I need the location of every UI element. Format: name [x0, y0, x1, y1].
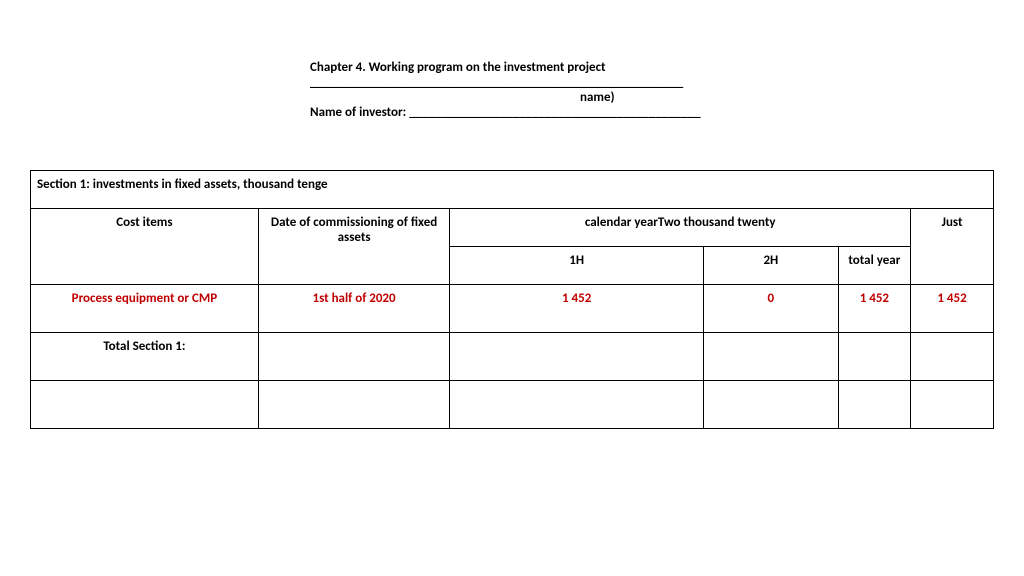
investor-line: Name of investor: ______________________…	[310, 105, 994, 120]
cell-just: 1 452	[911, 285, 994, 333]
col-cost-items: Cost items	[31, 209, 259, 285]
cell-date	[258, 381, 450, 429]
cell-item: Total Section 1:	[31, 333, 259, 381]
cell-1h	[450, 333, 704, 381]
cell-date: 1st half of 2020	[258, 285, 450, 333]
cell-item	[31, 381, 259, 429]
document-header: Chapter 4. Working program on the invest…	[30, 60, 994, 120]
chapter-title: Chapter 4. Working program on the invest…	[310, 60, 994, 75]
underline-1: ________________________________________…	[310, 75, 994, 90]
cell-just	[911, 333, 994, 381]
section-title: Section 1: investments in fixed assets, …	[31, 171, 994, 209]
col-total-year: total year	[838, 247, 910, 285]
cell-total-year	[838, 381, 910, 429]
header-row-1: Cost items Date of commissioning of fixe…	[31, 209, 994, 247]
table-row: Total Section 1:	[31, 333, 994, 381]
cell-2h: 0	[704, 285, 839, 333]
cell-total-year	[838, 333, 910, 381]
col-1h: 1H	[450, 247, 704, 285]
cell-2h	[704, 333, 839, 381]
table-row: Process equipment or CMP 1st half of 202…	[31, 285, 994, 333]
col-commissioning: Date of commissioning of fixed assets	[258, 209, 450, 285]
cell-1h	[450, 381, 704, 429]
cell-1h: 1 452	[450, 285, 704, 333]
cell-just	[911, 381, 994, 429]
investment-table: Section 1: investments in fixed assets, …	[30, 170, 994, 429]
name-suffix: name)	[310, 90, 994, 105]
cell-total-year: 1 452	[838, 285, 910, 333]
cell-2h	[704, 381, 839, 429]
cell-date	[258, 333, 450, 381]
col-2h: 2H	[704, 247, 839, 285]
table-row	[31, 381, 994, 429]
investor-label: Name of investor:	[310, 105, 409, 120]
col-calendar-year: calendar yearTwo thousand twenty	[450, 209, 911, 247]
col-just: Just	[911, 209, 994, 285]
underline-2: ________________________________________…	[409, 105, 700, 120]
section-title-row: Section 1: investments in fixed assets, …	[31, 171, 994, 209]
cell-item: Process equipment or CMP	[31, 285, 259, 333]
